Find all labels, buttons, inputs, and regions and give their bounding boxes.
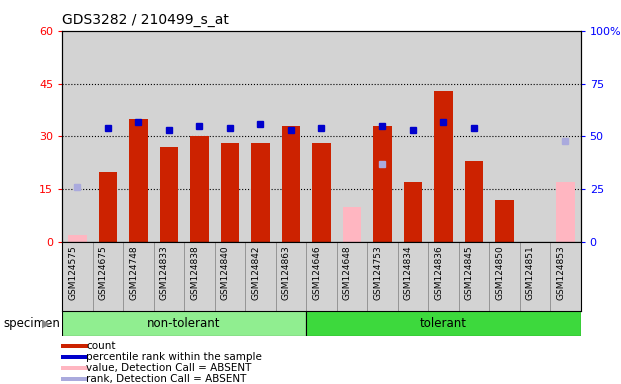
Bar xyxy=(129,119,148,242)
Bar xyxy=(489,242,520,311)
Bar xyxy=(306,242,337,311)
Text: rank, Detection Call = ABSENT: rank, Detection Call = ABSENT xyxy=(86,374,247,384)
Text: GSM124834: GSM124834 xyxy=(404,245,413,300)
Text: GDS3282 / 210499_s_at: GDS3282 / 210499_s_at xyxy=(62,13,229,27)
Text: GSM124850: GSM124850 xyxy=(496,245,504,300)
Bar xyxy=(428,242,459,311)
Text: value, Detection Call = ABSENT: value, Detection Call = ABSENT xyxy=(86,363,252,373)
Text: GSM124840: GSM124840 xyxy=(221,245,230,300)
Bar xyxy=(61,344,88,348)
Text: GSM124675: GSM124675 xyxy=(99,245,108,300)
Bar xyxy=(61,355,88,359)
Bar xyxy=(220,143,239,242)
Bar xyxy=(337,242,367,311)
Text: tolerant: tolerant xyxy=(420,317,467,330)
Bar xyxy=(404,182,422,242)
Bar xyxy=(252,143,270,242)
Text: GSM124842: GSM124842 xyxy=(252,245,260,300)
Bar xyxy=(61,377,88,381)
Text: GSM124845: GSM124845 xyxy=(465,245,474,300)
Bar xyxy=(367,242,397,311)
Bar xyxy=(61,366,88,371)
Bar xyxy=(62,242,93,311)
Bar xyxy=(343,207,361,242)
Text: GSM124833: GSM124833 xyxy=(160,245,169,300)
Bar xyxy=(520,242,550,311)
Bar xyxy=(556,182,574,242)
Bar xyxy=(276,242,306,311)
Bar xyxy=(495,200,514,242)
Bar xyxy=(306,311,581,336)
Bar xyxy=(434,91,453,242)
Bar xyxy=(160,147,178,242)
Text: ▶: ▶ xyxy=(42,318,50,329)
Bar xyxy=(245,242,276,311)
Text: non-tolerant: non-tolerant xyxy=(147,317,221,330)
Bar xyxy=(465,161,483,242)
Text: GSM124753: GSM124753 xyxy=(373,245,383,300)
Text: GSM124836: GSM124836 xyxy=(434,245,443,300)
Bar xyxy=(99,172,117,242)
Bar xyxy=(550,242,581,311)
Bar xyxy=(215,242,245,311)
Bar xyxy=(123,242,153,311)
Text: GSM124853: GSM124853 xyxy=(556,245,565,300)
Text: GSM124851: GSM124851 xyxy=(526,245,535,300)
Text: GSM124838: GSM124838 xyxy=(191,245,199,300)
Bar xyxy=(459,242,489,311)
Bar xyxy=(312,143,330,242)
Bar xyxy=(373,126,391,242)
Bar xyxy=(153,242,184,311)
Text: GSM124575: GSM124575 xyxy=(68,245,78,300)
Bar xyxy=(93,242,123,311)
Text: GSM124646: GSM124646 xyxy=(312,245,322,300)
Bar xyxy=(184,242,215,311)
Bar xyxy=(397,242,428,311)
Text: GSM124648: GSM124648 xyxy=(343,245,352,300)
Text: GSM124863: GSM124863 xyxy=(282,245,291,300)
Text: count: count xyxy=(86,341,116,351)
Bar xyxy=(62,311,306,336)
Text: GSM124748: GSM124748 xyxy=(129,245,138,300)
Bar xyxy=(190,136,209,242)
Bar xyxy=(68,235,86,242)
Text: percentile rank within the sample: percentile rank within the sample xyxy=(86,352,262,362)
Text: specimen: specimen xyxy=(3,317,60,330)
Bar xyxy=(282,126,300,242)
